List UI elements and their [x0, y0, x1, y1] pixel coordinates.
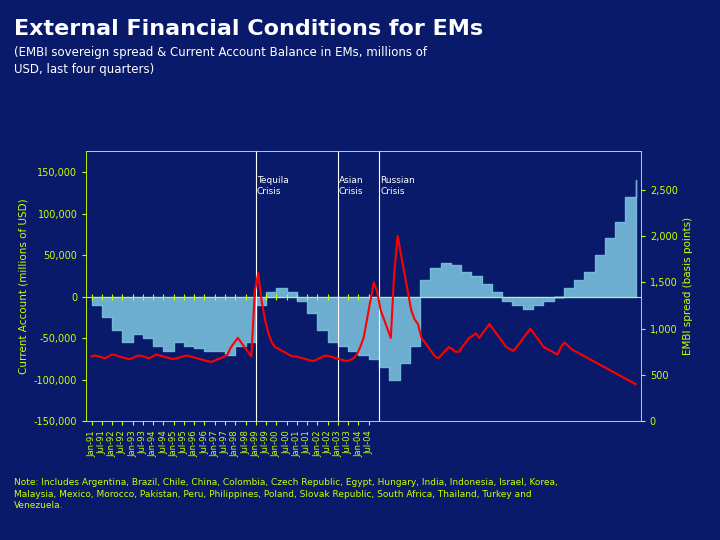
Text: Asian
Crisis: Asian Crisis	[339, 176, 364, 196]
Text: External Financial Conditions for EMs: External Financial Conditions for EMs	[14, 19, 484, 39]
Text: Tequila
Crisis: Tequila Crisis	[257, 176, 289, 196]
Text: Note: Includes Argentina, Brazil, Chile, China, Colombia, Czech Republic, Egypt,: Note: Includes Argentina, Brazil, Chile,…	[14, 478, 558, 510]
Text: (EMBI sovereign spread & Current Account Balance in EMs, millions of
USD, last f: (EMBI sovereign spread & Current Account…	[14, 46, 428, 76]
Text: Russian
Crisis: Russian Crisis	[380, 176, 415, 196]
Y-axis label: Current Account (millions of USD): Current Account (millions of USD)	[18, 198, 28, 374]
Y-axis label: EMBI spread (basis points): EMBI spread (basis points)	[683, 217, 693, 355]
